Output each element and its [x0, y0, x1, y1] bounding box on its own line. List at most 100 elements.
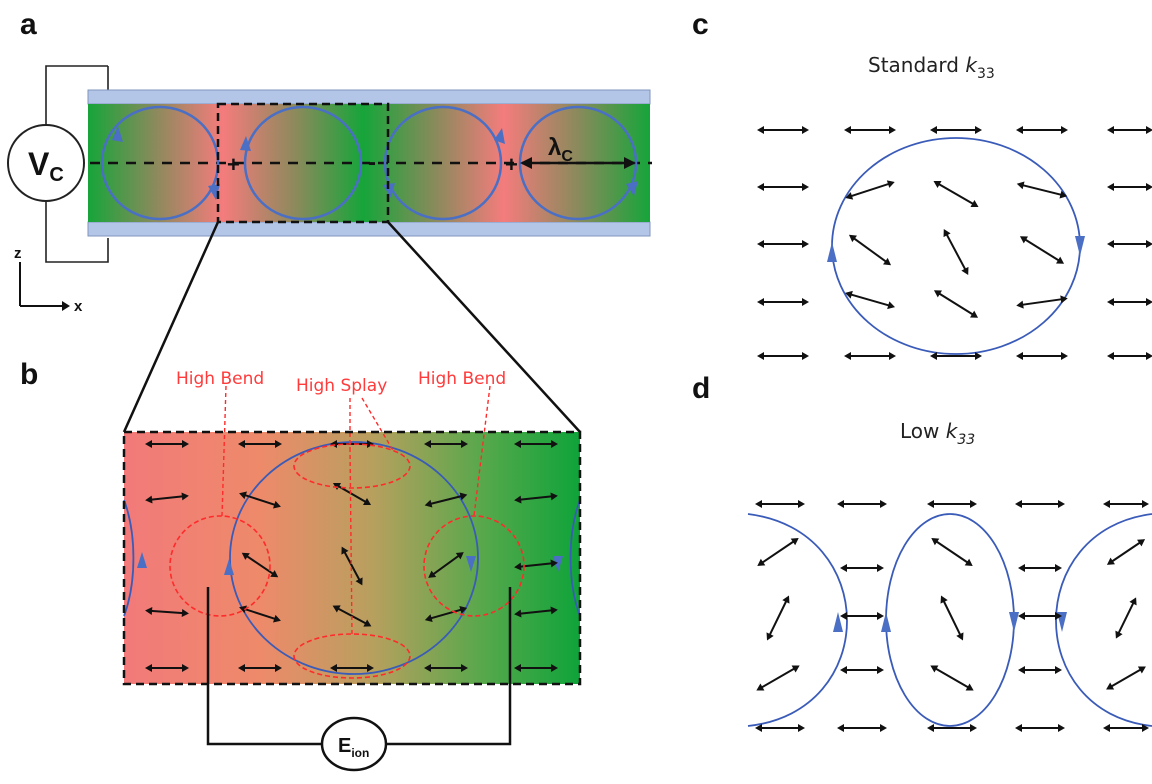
zoom-border	[122, 430, 582, 686]
director-arrow	[1106, 666, 1146, 690]
director-arrow	[514, 606, 558, 618]
director-arrow	[848, 234, 892, 266]
panel-letter-c: c	[692, 8, 709, 41]
director-arrow	[238, 440, 282, 448]
low-vortex-left	[747, 513, 848, 727]
bottom-substrate	[87, 221, 651, 237]
panel-c-director	[757, 126, 1152, 360]
wavelength-arrowhead-right	[624, 157, 636, 169]
wavelength-label: λC	[548, 134, 573, 165]
director-arrow	[840, 564, 884, 572]
edge-vortex-left	[123, 499, 135, 617]
director-arrow	[757, 298, 809, 306]
charge-plus-1: +	[227, 152, 240, 177]
vortex-arrowhead	[553, 556, 563, 572]
vortex-arrowhead	[1075, 236, 1085, 256]
director-arrow	[845, 180, 895, 200]
zoom-selection-box	[216, 102, 390, 224]
director-arrow	[1016, 126, 1068, 134]
director-arrow	[145, 606, 189, 618]
vortex-arrowhead	[224, 559, 234, 575]
director-arrow	[1107, 183, 1152, 191]
vortex-3	[383, 105, 503, 221]
director-field-b	[145, 440, 558, 672]
director-arrow	[766, 595, 790, 641]
director-arrow	[1016, 295, 1068, 309]
director-arrow	[845, 290, 895, 310]
ion-field-source	[320, 716, 388, 772]
high-bend-circle-left	[169, 515, 271, 617]
director-arrow	[757, 538, 799, 566]
charge-plus-2: +	[505, 152, 518, 177]
x-axis-arrowhead	[62, 301, 70, 311]
vortex-arrowhead	[112, 126, 123, 142]
leader-high-bend-left	[221, 385, 227, 517]
director-arrow	[756, 665, 800, 691]
panel-d-title: Low k33	[900, 419, 975, 448]
director-arrow	[145, 664, 189, 672]
director-arrow	[840, 666, 884, 674]
vortex-1	[100, 105, 220, 221]
director-arrow	[1107, 352, 1152, 360]
vortex-arrowhead	[137, 552, 147, 568]
voltage-wire	[45, 65, 109, 263]
zoom-region	[124, 432, 580, 684]
leader-high-splay-right	[361, 397, 395, 453]
director-arrow	[424, 492, 468, 508]
label-high-bend-right: High Bend	[418, 369, 506, 389]
director-arrow	[1107, 240, 1152, 248]
leader-high-bend-right	[473, 385, 491, 517]
charge-minus: -	[368, 149, 376, 176]
edge-vortex-right	[569, 499, 581, 617]
panel-letter-a: a	[20, 8, 37, 41]
director-arrow	[757, 352, 809, 360]
director-arrow	[757, 126, 809, 134]
director-arrow	[1103, 500, 1149, 508]
director-arrow	[927, 500, 977, 508]
director-arrow	[514, 440, 558, 448]
vortex-arrowhead	[240, 136, 251, 151]
director-arrow	[1018, 666, 1062, 674]
vortex-arrowhead	[1009, 612, 1019, 632]
panel-d-director	[747, 500, 1152, 732]
director-arrow	[1107, 298, 1152, 306]
director-arrow	[514, 492, 558, 504]
label-high-bend-left: High Bend	[176, 369, 264, 389]
director-arrow	[755, 724, 805, 732]
director-arrow	[424, 606, 468, 622]
standard-vortex	[831, 137, 1081, 355]
voltage-source	[7, 124, 85, 202]
director-arrow	[757, 183, 809, 191]
high-bend-circle-right	[423, 515, 525, 617]
director-arrow	[1016, 352, 1068, 360]
wavelength-arrowhead-left	[520, 157, 532, 169]
director-arrow	[1015, 500, 1065, 508]
director-arrow	[239, 605, 281, 623]
top-substrate	[87, 89, 651, 105]
zoom-line-right	[387, 221, 581, 433]
vortex-arrowhead	[881, 612, 891, 632]
main-vortex	[229, 441, 479, 675]
director-arrow	[514, 664, 558, 672]
low-vortex-right	[1055, 513, 1152, 727]
director-arrow	[1018, 612, 1062, 620]
director-arrow	[930, 352, 982, 360]
director-arrow	[1018, 564, 1062, 572]
director-arrow	[1106, 539, 1146, 565]
vortex-arrowhead	[827, 242, 837, 262]
x-axis-label: x	[74, 298, 83, 315]
director-arrow	[940, 595, 964, 641]
director-field-c	[757, 126, 1152, 360]
director-arrow	[424, 440, 468, 448]
director-arrow	[837, 724, 887, 732]
director-arrow	[930, 126, 982, 134]
director-arrow	[943, 229, 969, 275]
director-arrow	[241, 552, 279, 578]
director-arrow	[341, 546, 363, 586]
ion-circuit-left	[206, 587, 322, 746]
leader-high-splay-lower	[349, 447, 353, 635]
z-axis-label: z	[14, 245, 22, 262]
vortex-arrowhead	[494, 128, 505, 144]
panel-a-cell: VC + - + λC z x	[7, 65, 652, 315]
